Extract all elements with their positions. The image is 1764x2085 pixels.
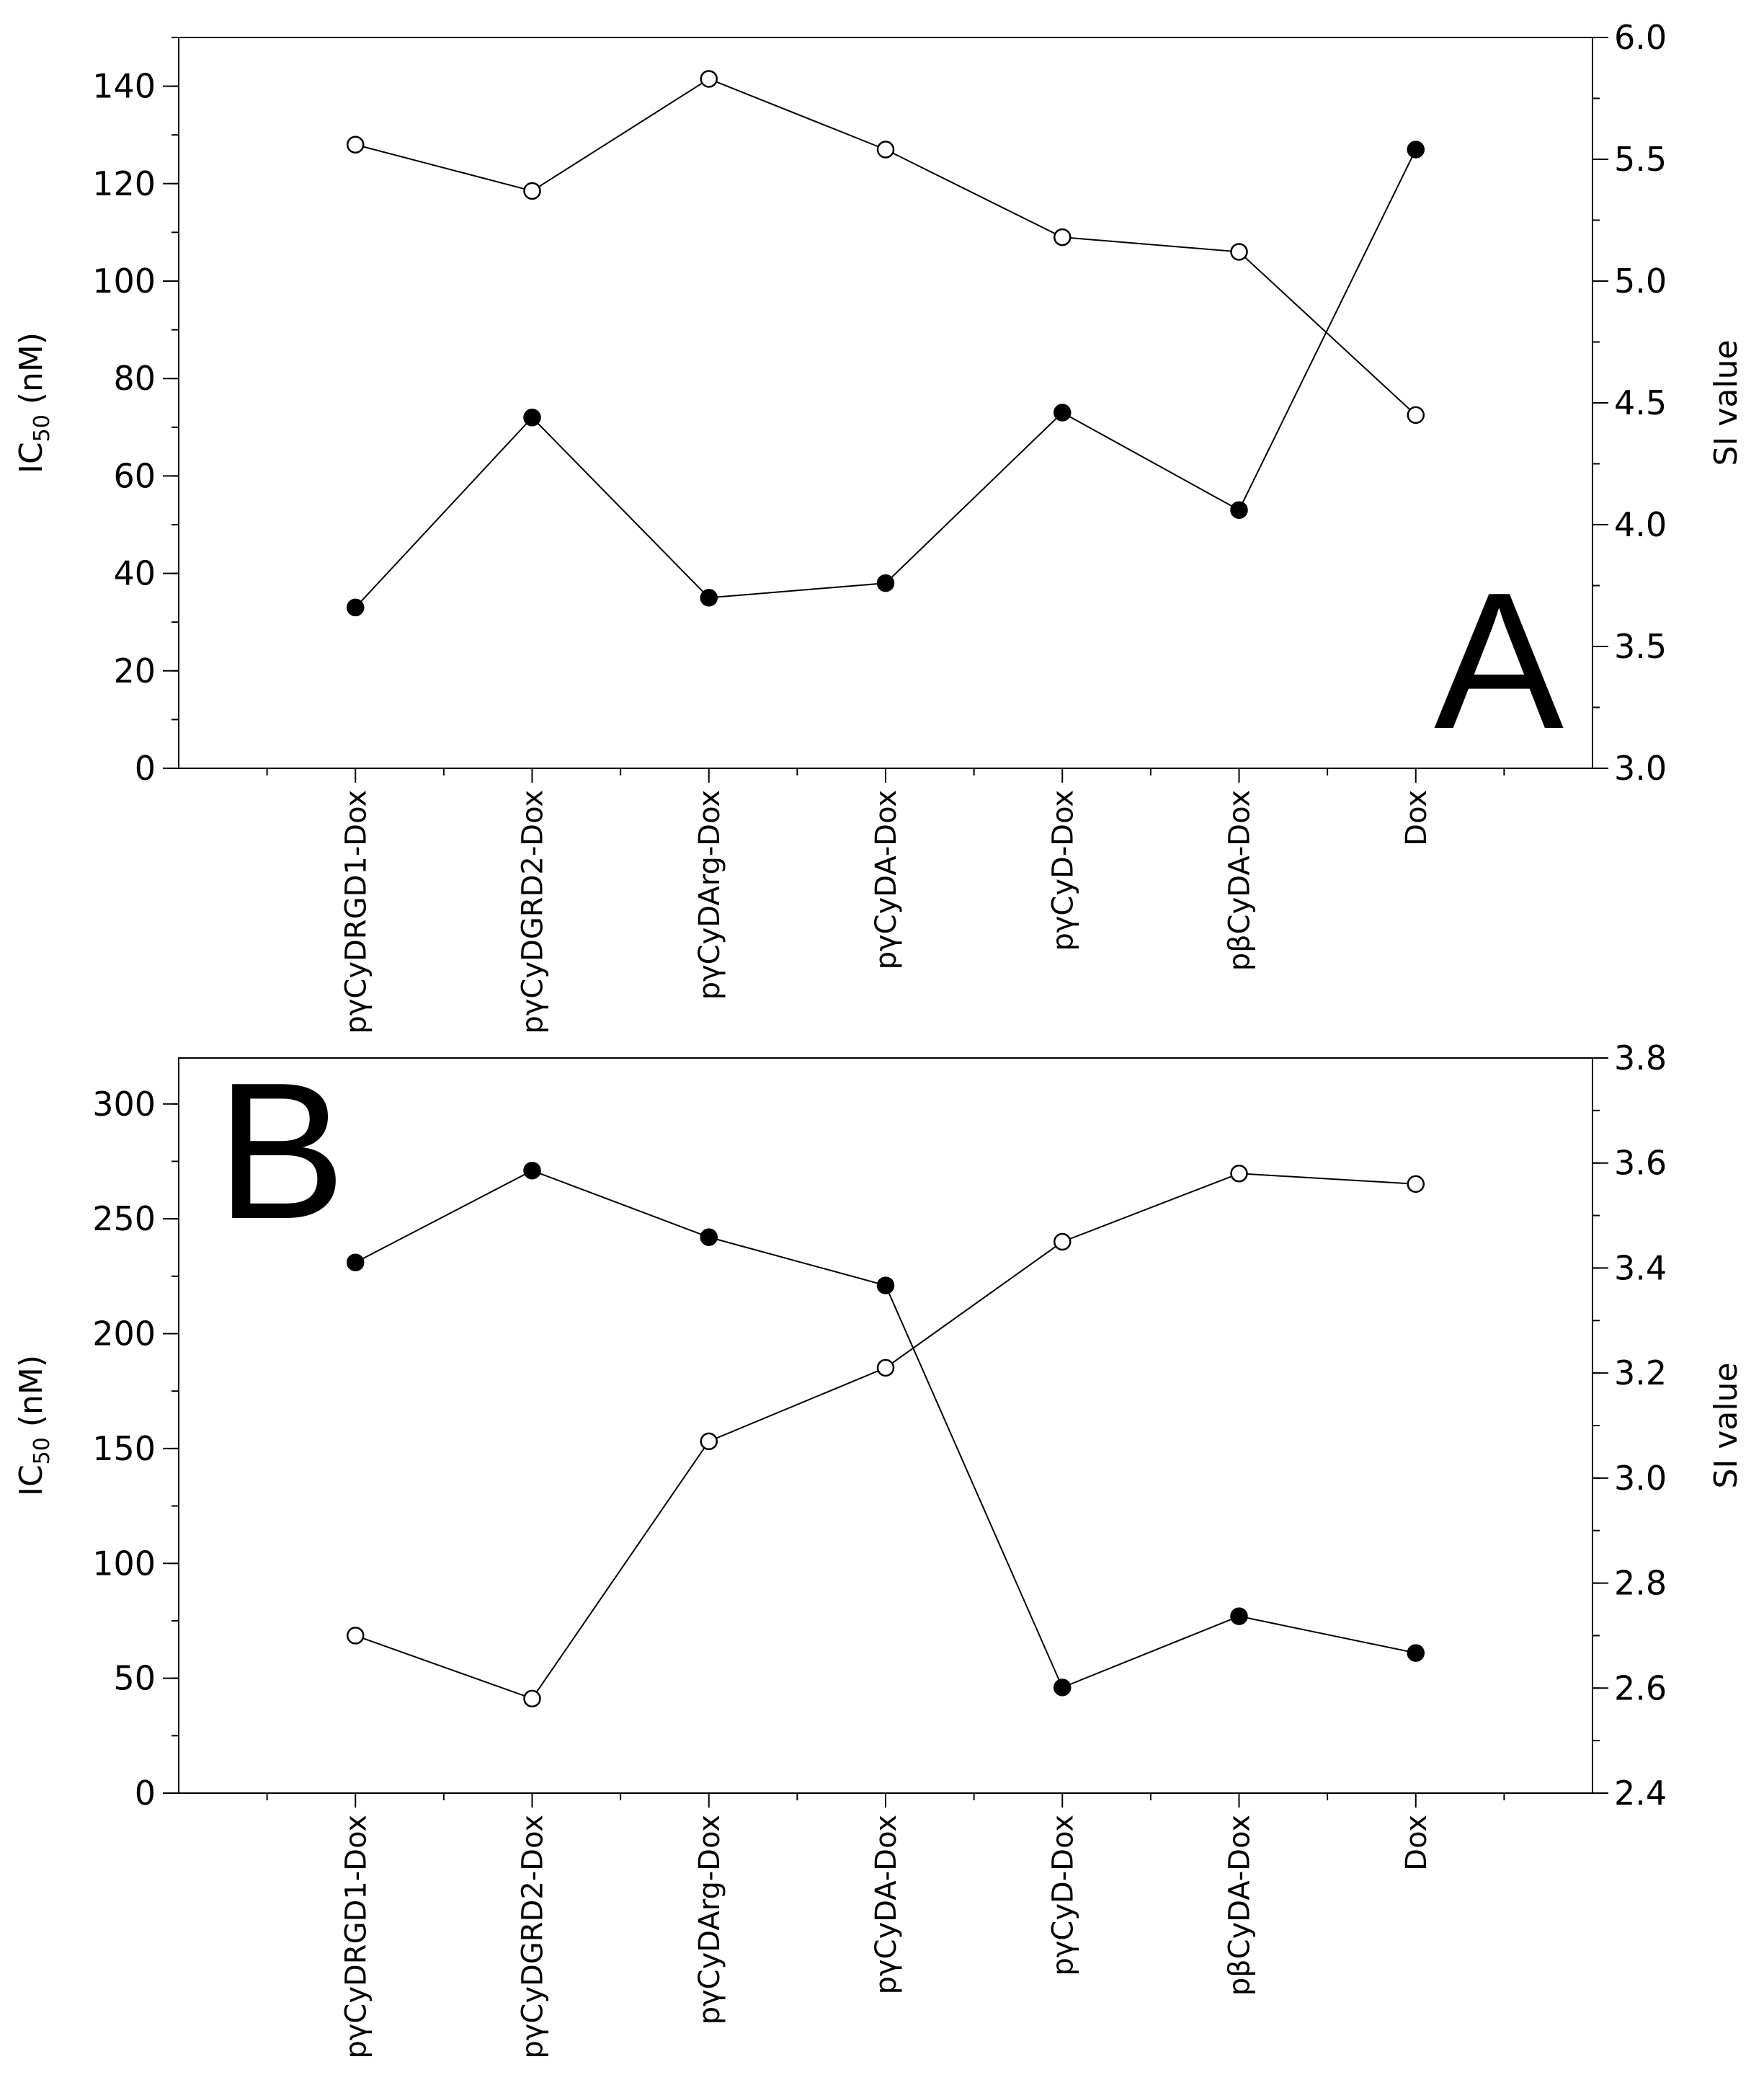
right-tick-label: 3.5: [1614, 627, 1667, 666]
si-point: [347, 135, 365, 154]
ic50-point: [1230, 1607, 1248, 1625]
si-point: [700, 70, 718, 88]
right-tick-label: 3.0: [1614, 749, 1667, 788]
category-label: pγCyDA-Dox: [870, 790, 903, 969]
right-tick-label: 5.5: [1614, 140, 1667, 179]
ic50-point: [523, 1161, 541, 1180]
right-tick-label: 5.0: [1614, 262, 1667, 301]
left-tick-label: 150: [92, 1429, 156, 1468]
category-label: Dox: [1400, 1815, 1433, 1871]
left-tick-label: 80: [113, 359, 156, 398]
panel-letter: A: [1434, 553, 1564, 770]
category-label: pγCyDRGD1-Dox: [339, 1815, 373, 2059]
ic50-point: [700, 1228, 718, 1246]
si-point: [700, 1432, 718, 1451]
left-tick-label: 300: [92, 1085, 156, 1124]
right-tick-label: 3.8: [1614, 1039, 1667, 1077]
right-tick-label: 3.0: [1614, 1459, 1667, 1498]
category-label: pγCyD-Dox: [1046, 790, 1079, 951]
left-tick-label: 100: [92, 1544, 156, 1583]
left-tick-label: 0: [135, 1774, 156, 1813]
y-left-title: IC50 (nM): [13, 1355, 55, 1496]
y-left-title: IC50 (nM): [13, 332, 55, 474]
left-tick-label: 20: [113, 652, 156, 690]
panel-b: 0 50 100 150 200 250 300 2.4 2.6 2.8 3.0 3.2 3.4 3.6 3…: [13, 1039, 1745, 2059]
ic50-point: [1054, 1679, 1072, 1697]
y-right-title: SI value: [1708, 339, 1745, 466]
ic50-line: [355, 1170, 1416, 1689]
si-point: [1407, 1175, 1425, 1193]
right-tick-label: 2.4: [1614, 1774, 1667, 1813]
si-point: [1054, 228, 1072, 246]
panel-a: 0 20 40 60 80 100 120 140 3.0 3.5 4.0 4.5 5.0 5.5 6.0 p…: [13, 18, 1745, 1034]
category-label: pγCyDArg-Dox: [693, 1815, 726, 2024]
ic50-point: [347, 1253, 365, 1271]
ic50-point: [1230, 501, 1248, 519]
ic50-point: [876, 574, 895, 592]
right-tick-label: 3.4: [1614, 1248, 1667, 1287]
ic50-point: [876, 1276, 895, 1294]
right-tick-label: 3.6: [1614, 1144, 1667, 1183]
panel-letter: B: [216, 1043, 346, 1260]
left-tick-label: 100: [92, 262, 156, 301]
category-label: pβCyDA-Dox: [1224, 790, 1257, 971]
category-label: pβCyDA-Dox: [1224, 1815, 1257, 1996]
ic50-point: [1407, 1644, 1425, 1662]
left-tick-label: 50: [113, 1659, 156, 1698]
ic50-point: [523, 409, 541, 427]
left-tick-label: 200: [92, 1315, 156, 1353]
right-tick-label: 6.0: [1614, 18, 1667, 57]
category-label: pγCyDGRD2-Dox: [517, 1815, 550, 2059]
left-tick-label: 40: [113, 554, 156, 593]
category-label: Dox: [1400, 790, 1433, 846]
category-label: pγCyDGRD2-Dox: [517, 790, 550, 1034]
ic50-point: [700, 589, 718, 607]
left-tick-label: 60: [113, 456, 156, 495]
si-point: [1230, 1165, 1248, 1183]
ic50-point: [347, 598, 365, 617]
category-label: pγCyDRGD1-Dox: [339, 790, 373, 1034]
category-label: pγCyD-Dox: [1046, 1815, 1079, 1976]
ic50-point: [1407, 141, 1425, 159]
right-tick-label: 2.6: [1614, 1668, 1667, 1707]
si-point: [1230, 243, 1248, 261]
si-point: [876, 141, 895, 159]
left-tick-label: 250: [92, 1199, 156, 1238]
si-point: [1054, 1232, 1072, 1251]
y-right-title: SI value: [1708, 1362, 1745, 1488]
right-tick-label: 4.5: [1614, 383, 1667, 422]
right-tick-label: 4.0: [1614, 505, 1667, 544]
si-point: [347, 1627, 365, 1645]
si-point: [523, 1689, 541, 1708]
left-tick-label: 140: [92, 67, 156, 106]
si-point: [1407, 406, 1425, 424]
left-tick-label: 120: [92, 164, 156, 203]
ic50-line: [355, 149, 1417, 608]
right-tick-label: 2.8: [1614, 1564, 1667, 1603]
ic50-point: [1054, 404, 1072, 422]
si-point: [523, 182, 541, 200]
plot-frame: [178, 1057, 1593, 1794]
si-point: [876, 1359, 895, 1377]
category-label: pγCyDA-Dox: [870, 1815, 903, 1994]
left-tick-label: 0: [135, 749, 156, 788]
si-line: [355, 78, 1417, 416]
category-label: pγCyDArg-Dox: [693, 790, 726, 1000]
right-tick-label: 3.2: [1614, 1353, 1667, 1392]
